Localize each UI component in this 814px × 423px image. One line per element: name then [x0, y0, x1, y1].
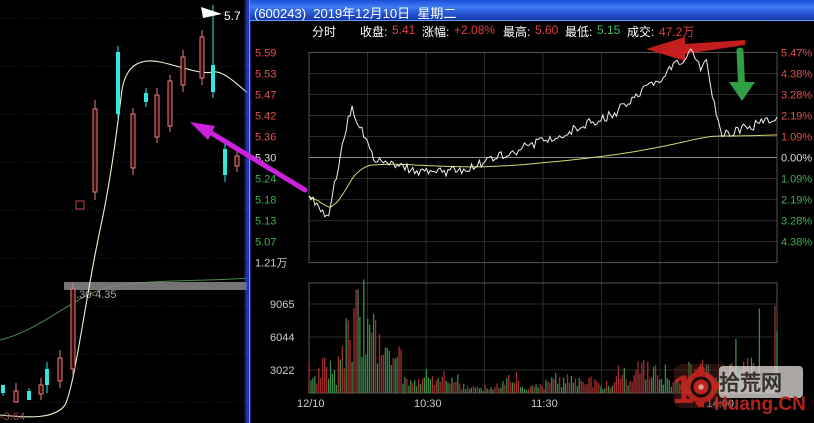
- svg-text:3.28%: 3.28%: [781, 90, 812, 102]
- svg-text:6044: 6044: [270, 332, 294, 344]
- svg-text:5.42: 5.42: [255, 111, 276, 123]
- svg-text:Huang.CN: Huang.CN: [714, 394, 806, 415]
- svg-text:拾荒网: 拾荒网: [719, 371, 782, 395]
- svg-text:5.18: 5.18: [255, 195, 276, 207]
- svg-text:1.09%: 1.09%: [781, 132, 812, 144]
- svg-text:5.59: 5.59: [255, 48, 276, 60]
- svg-text:10:30: 10:30: [414, 398, 442, 410]
- svg-text:3.28%: 3.28%: [781, 216, 812, 228]
- svg-text:5.47: 5.47: [255, 90, 276, 102]
- svg-text:4.38%: 4.38%: [781, 237, 812, 249]
- svg-text:4.38%: 4.38%: [781, 69, 812, 81]
- svg-text:12/10: 12/10: [297, 398, 325, 410]
- svg-text:2.19%: 2.19%: [781, 111, 812, 123]
- svg-text:1.21万: 1.21万: [255, 258, 287, 270]
- svg-text:0.00%: 0.00%: [781, 153, 812, 165]
- svg-text:1.09%: 1.09%: [781, 174, 812, 186]
- svg-text:5.07: 5.07: [255, 237, 276, 249]
- svg-text:11:30: 11:30: [531, 398, 558, 410]
- svg-text:3022: 3022: [270, 365, 294, 377]
- svg-text:5.36: 5.36: [255, 132, 276, 144]
- svg-text:5.53: 5.53: [255, 69, 276, 81]
- svg-text:2.19%: 2.19%: [781, 195, 812, 207]
- svg-text:5.24: 5.24: [255, 174, 276, 186]
- svg-text:5.47%: 5.47%: [781, 48, 812, 60]
- svg-text:5.13: 5.13: [255, 216, 276, 228]
- svg-text:9065: 9065: [270, 299, 294, 311]
